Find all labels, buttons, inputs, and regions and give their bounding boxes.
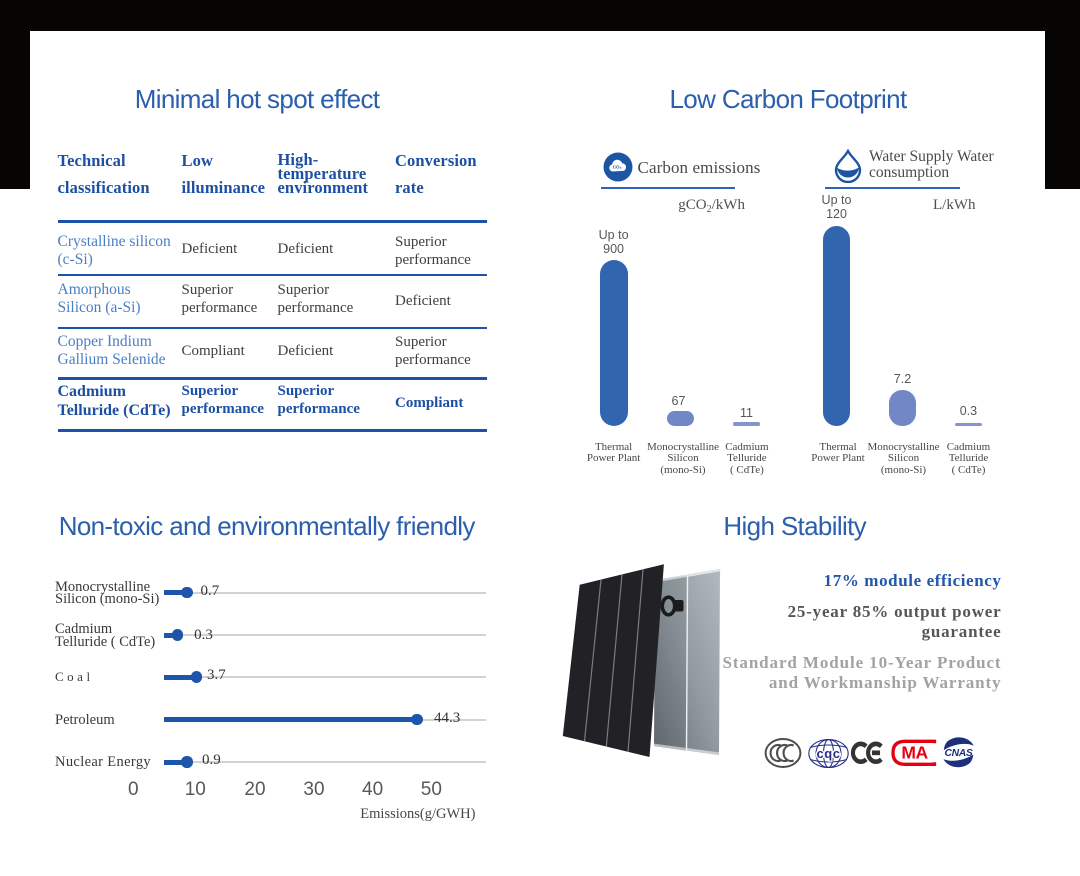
svg-text:CO₂: CO₂ bbox=[613, 164, 622, 169]
svg-text:CNAS: CNAS bbox=[945, 748, 973, 759]
svg-text:cqc: cqc bbox=[817, 746, 841, 761]
svg-text:MA: MA bbox=[901, 743, 928, 763]
